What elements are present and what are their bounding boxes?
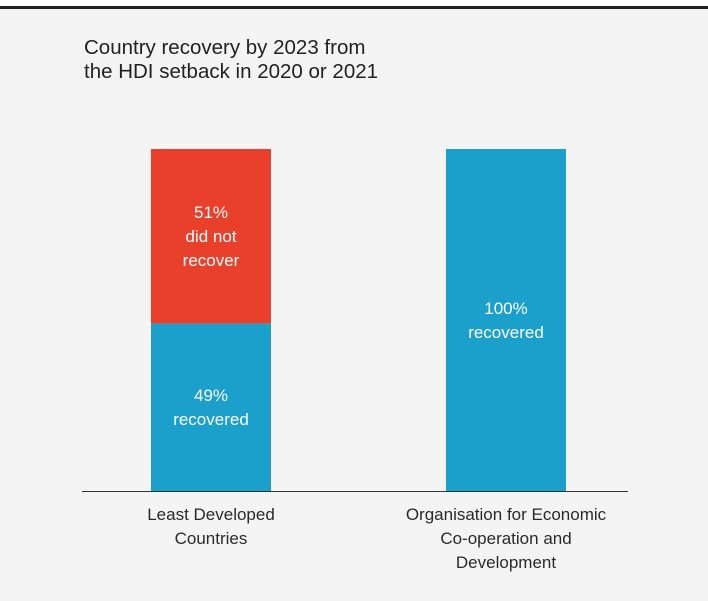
data-label-recovered-1: 100% recovered [468, 299, 544, 342]
chart-panel [0, 9, 708, 601]
category-label-1: Organisation for Economic Co-operation a… [405, 505, 607, 572]
bar-recovered-1 [446, 149, 566, 491]
bar-recovered-0 [151, 323, 271, 491]
category-label-0: Least Developed Countries [147, 505, 275, 548]
top-rule [0, 0, 708, 9]
chart-title: Country recovery by 2023 from the HDI se… [84, 36, 379, 83]
bar-did-not-recover-0 [151, 149, 271, 324]
data-label-recovered-0: 49% recovered [173, 386, 249, 429]
data-label-did-not-recover-0: 51% did not recover [183, 203, 240, 270]
